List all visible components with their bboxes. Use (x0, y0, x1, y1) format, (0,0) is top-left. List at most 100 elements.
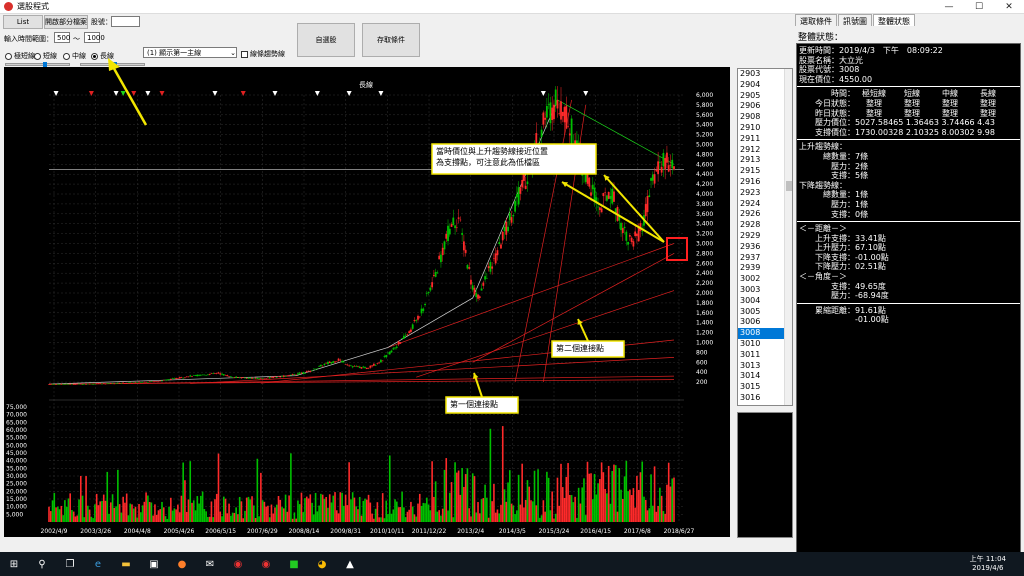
save-conditions-button[interactable]: 存取條件 (362, 23, 420, 57)
stock-code-item[interactable]: 2924 (740, 198, 761, 208)
stock-code-item[interactable]: 2906 (740, 101, 761, 111)
stock-code-item[interactable]: 3014 (740, 371, 761, 381)
open-file-button[interactable]: 開啟部分檔案 (44, 15, 88, 29)
stock-code-item[interactable]: 2912 (740, 144, 761, 154)
stock-code-item[interactable]: 2926 (740, 209, 761, 219)
stock-code-item[interactable]: 3008 (738, 328, 792, 339)
stock-code-item[interactable]: 3005 (740, 306, 761, 316)
photos-icon[interactable]: ▲ (346, 558, 354, 570)
range-from-input[interactable]: 500 (54, 32, 70, 43)
stock-code-item[interactable]: 3002 (740, 274, 761, 284)
stock-code-item[interactable]: 2929 (740, 230, 761, 240)
stock-code-item[interactable]: 3010 (740, 338, 761, 348)
volume-bar (478, 513, 481, 522)
minimize-icon[interactable]: — (944, 1, 954, 12)
candle-body (545, 105, 548, 118)
tab-overall-status[interactable]: 整體狀態 (873, 14, 915, 26)
stock-code-item[interactable]: 2939 (740, 263, 761, 273)
system-clock[interactable]: 上午 11:04 2019/4/6 (970, 555, 1024, 573)
mail-icon[interactable]: ✉ (205, 558, 215, 570)
status-line: 壓力： -68.94度 (797, 291, 1020, 301)
tab-signal-chart[interactable]: 訊號圖 (838, 14, 872, 26)
edge-icon[interactable]: e (94, 558, 102, 570)
radio-short[interactable]: 短線 (34, 51, 57, 61)
stock-code-item[interactable]: 3013 (740, 360, 761, 370)
stock-code-item[interactable]: 3006 (740, 317, 761, 327)
app-icon-2[interactable]: ◉ (261, 558, 271, 570)
range-to-input[interactable]: 1000 (84, 32, 105, 43)
candle-body (427, 292, 430, 294)
stock-code-item[interactable]: 3015 (740, 382, 761, 392)
close-icon[interactable]: ✕ (1005, 1, 1013, 12)
candle-body (198, 374, 200, 376)
tab-select-conditions[interactable]: 選取條件 (795, 14, 837, 26)
candle-body (113, 383, 116, 385)
stock-code-list[interactable]: 2903 2904 2905 2906 2908 2910 2911 2912 2913 2915… (737, 68, 793, 406)
volume-bar (655, 511, 658, 522)
auto-select-button[interactable]: 自選股 (297, 23, 355, 57)
stock-code-item[interactable]: 2908 (740, 112, 761, 122)
stock-code-item[interactable]: 2915 (740, 166, 761, 176)
candle-body (402, 335, 405, 339)
stock-no-input[interactable] (111, 16, 140, 27)
list-button[interactable]: List (3, 15, 43, 29)
app-icon-1[interactable]: ◉ (233, 558, 243, 570)
maximize-icon[interactable]: ☐ (974, 1, 984, 12)
price-tick-label: 2,400 (696, 270, 713, 277)
stock-code-item[interactable]: 3016 (740, 392, 761, 402)
candle-body (549, 102, 552, 124)
candle-body (201, 374, 204, 376)
volume-bar (621, 498, 624, 522)
stock-code-item[interactable]: 2913 (740, 155, 761, 165)
volume-bar (630, 495, 633, 522)
volume-bar (514, 514, 516, 522)
volume-bar (293, 512, 296, 522)
scroll-thumb[interactable] (786, 181, 792, 191)
stock-code-item[interactable]: 2905 (740, 90, 761, 100)
volume-bar (150, 502, 153, 522)
code-list-scrollbar[interactable] (784, 69, 792, 405)
folder-icon[interactable]: ▬ (121, 558, 131, 570)
stock-code-item[interactable]: 3011 (740, 349, 761, 359)
trendline-checkbox[interactable]: 線條趨勢線 (241, 49, 285, 59)
stock-code-item[interactable]: 2923 (740, 187, 761, 197)
windows-start-icon[interactable]: ⊞ (9, 558, 19, 570)
candle-body (161, 380, 163, 382)
line-select[interactable]: (1) 顯示第一主線 ⌄ (143, 47, 237, 58)
candle-body (588, 177, 591, 187)
firefox-icon[interactable]: ● (177, 558, 187, 570)
stock-code-item[interactable]: 3017 (738, 404, 792, 405)
chrome-icon[interactable]: ◕ (317, 558, 327, 570)
stock-code-item[interactable]: 2904 (740, 79, 761, 89)
candle-body (150, 381, 153, 382)
stock-code-item[interactable]: 2936 (740, 241, 761, 251)
signal-marker (240, 91, 246, 96)
candle-body (434, 272, 437, 277)
candle-body (544, 117, 547, 120)
stock-code-item[interactable]: 3003 (740, 284, 761, 294)
candle-body (457, 217, 460, 219)
stock-code-item[interactable]: 2928 (740, 220, 761, 230)
slider-thumb[interactable] (43, 62, 47, 68)
radio-very-short[interactable]: 極短線 (5, 51, 35, 61)
volume-bar (371, 513, 373, 522)
stock-code-item[interactable]: 2911 (740, 133, 761, 143)
stock-code-item[interactable]: 2903 (740, 69, 761, 78)
stock-code-item[interactable]: 2910 (740, 122, 761, 132)
x-tick-label: 2009/8/31 (330, 528, 361, 535)
candle-body (274, 376, 276, 378)
volume-bar (164, 516, 167, 522)
volume-bar (226, 513, 229, 522)
stock-code-item[interactable]: 3004 (740, 295, 761, 305)
slider-1[interactable] (5, 62, 70, 68)
store-icon[interactable]: ▣ (149, 558, 159, 570)
stock-code-item[interactable]: 2916 (740, 176, 761, 186)
radio-long[interactable]: 長線 (91, 51, 114, 61)
search-icon[interactable]: ⚲ (38, 558, 46, 570)
radio-medium[interactable]: 中線 (63, 51, 86, 61)
line-icon[interactable]: ■ (289, 558, 299, 570)
candle-body (309, 371, 312, 372)
signal-marker (53, 91, 59, 96)
task-view-icon[interactable]: ❐ (65, 558, 75, 570)
stock-code-item[interactable]: 2937 (740, 252, 761, 262)
